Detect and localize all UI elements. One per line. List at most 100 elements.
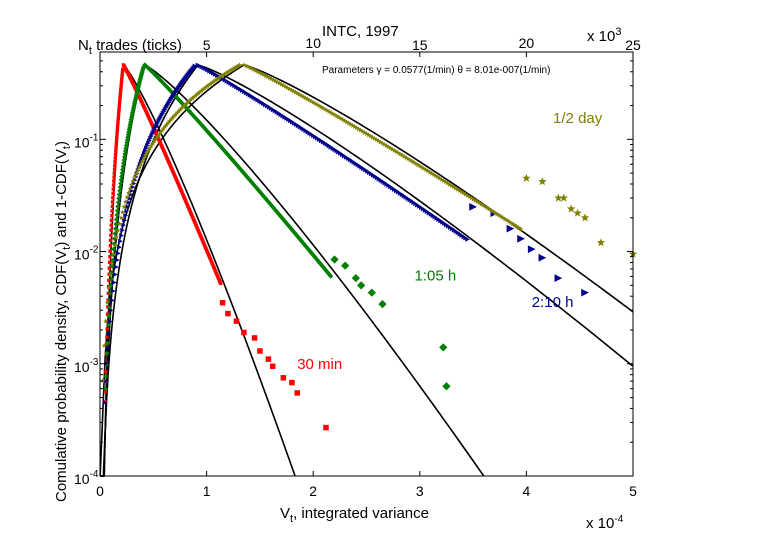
data-point [110, 257, 116, 263]
data-point [435, 174, 441, 180]
data-point [470, 196, 476, 202]
data-point [180, 103, 186, 109]
data-point [411, 159, 417, 165]
data-point [104, 343, 109, 347]
data-point [387, 145, 393, 151]
data-point [107, 319, 113, 324]
data-point [121, 157, 127, 163]
data-point [328, 110, 334, 115]
data-point [280, 216, 286, 222]
data-point [109, 233, 113, 237]
data-point [233, 318, 240, 324]
data-point [115, 135, 119, 140]
data-point [283, 219, 289, 225]
series-label: 1/2 day [553, 110, 603, 127]
data-point [110, 209, 114, 213]
data-point [281, 217, 287, 224]
data-point [423, 167, 429, 173]
data-point [393, 149, 399, 154]
data-point [264, 197, 270, 203]
data-point [115, 125, 120, 130]
data-point [158, 77, 164, 84]
data-point [109, 228, 113, 232]
data-point [348, 121, 354, 127]
series-label: 30 min [297, 356, 342, 373]
data-point [199, 87, 205, 93]
data-point [203, 84, 209, 90]
data-point [265, 356, 272, 362]
data-point [107, 278, 111, 283]
data-point [330, 255, 339, 264]
data-point [218, 73, 224, 79]
data-point [265, 74, 271, 80]
data-point [130, 178, 136, 184]
data-point [219, 299, 226, 306]
data-point [269, 363, 276, 370]
data-point [243, 63, 249, 68]
data-point [101, 342, 107, 348]
data-point [241, 329, 247, 336]
data-point [235, 63, 241, 69]
data-point [265, 199, 271, 205]
data-point [407, 157, 413, 163]
data-point [111, 191, 115, 196]
data-point [312, 100, 318, 106]
data-point [282, 83, 289, 89]
data-point [110, 200, 115, 204]
data-point [118, 177, 124, 183]
data-point [214, 76, 220, 82]
data-point [538, 253, 547, 262]
data-point [118, 215, 124, 220]
y-axis-ticks: 10-4 10-3 10-2 10-1 [74, 60, 633, 487]
data-point [220, 72, 226, 78]
data-point [194, 116, 200, 122]
data-point [113, 163, 117, 168]
data-point [120, 163, 126, 170]
data-point [124, 137, 130, 143]
data-point [375, 138, 381, 144]
data-point [139, 158, 145, 164]
data-point [573, 208, 582, 217]
data-point [189, 95, 196, 101]
data-point [205, 83, 211, 89]
top-axis-multiplier: x 103 [587, 26, 621, 45]
data-point [256, 188, 262, 194]
data-point [122, 151, 128, 157]
data-point [118, 96, 122, 100]
data-point [124, 208, 130, 214]
data-point [464, 192, 470, 198]
data-point [309, 251, 315, 257]
data-point [220, 146, 226, 152]
data-point [114, 142, 119, 146]
x-tick-label: 4 [523, 483, 531, 499]
data-point [441, 178, 447, 184]
data-point [192, 92, 199, 98]
data-point [130, 110, 136, 116]
data-point [458, 189, 465, 195]
data-point [395, 150, 401, 156]
data-point [367, 288, 376, 297]
data-point [454, 186, 461, 192]
top-tick-label: 20 [519, 35, 535, 51]
data-point [132, 174, 138, 180]
data-point [522, 173, 531, 182]
data-point [112, 236, 118, 242]
data-point [111, 195, 115, 200]
data-point [174, 110, 180, 115]
data-point [119, 233, 124, 239]
data-point [229, 66, 235, 72]
data-point [452, 185, 459, 191]
data-point [245, 64, 251, 69]
data-point [113, 160, 117, 164]
data-point [389, 146, 395, 152]
data-point [336, 114, 342, 120]
data-point [512, 222, 518, 228]
data-point [120, 75, 124, 79]
data-point [322, 106, 328, 112]
data-point [518, 226, 524, 232]
data-point [527, 245, 536, 254]
data-point [237, 62, 243, 68]
data-point [128, 117, 134, 123]
data-point [113, 216, 120, 223]
data-point [200, 86, 206, 92]
